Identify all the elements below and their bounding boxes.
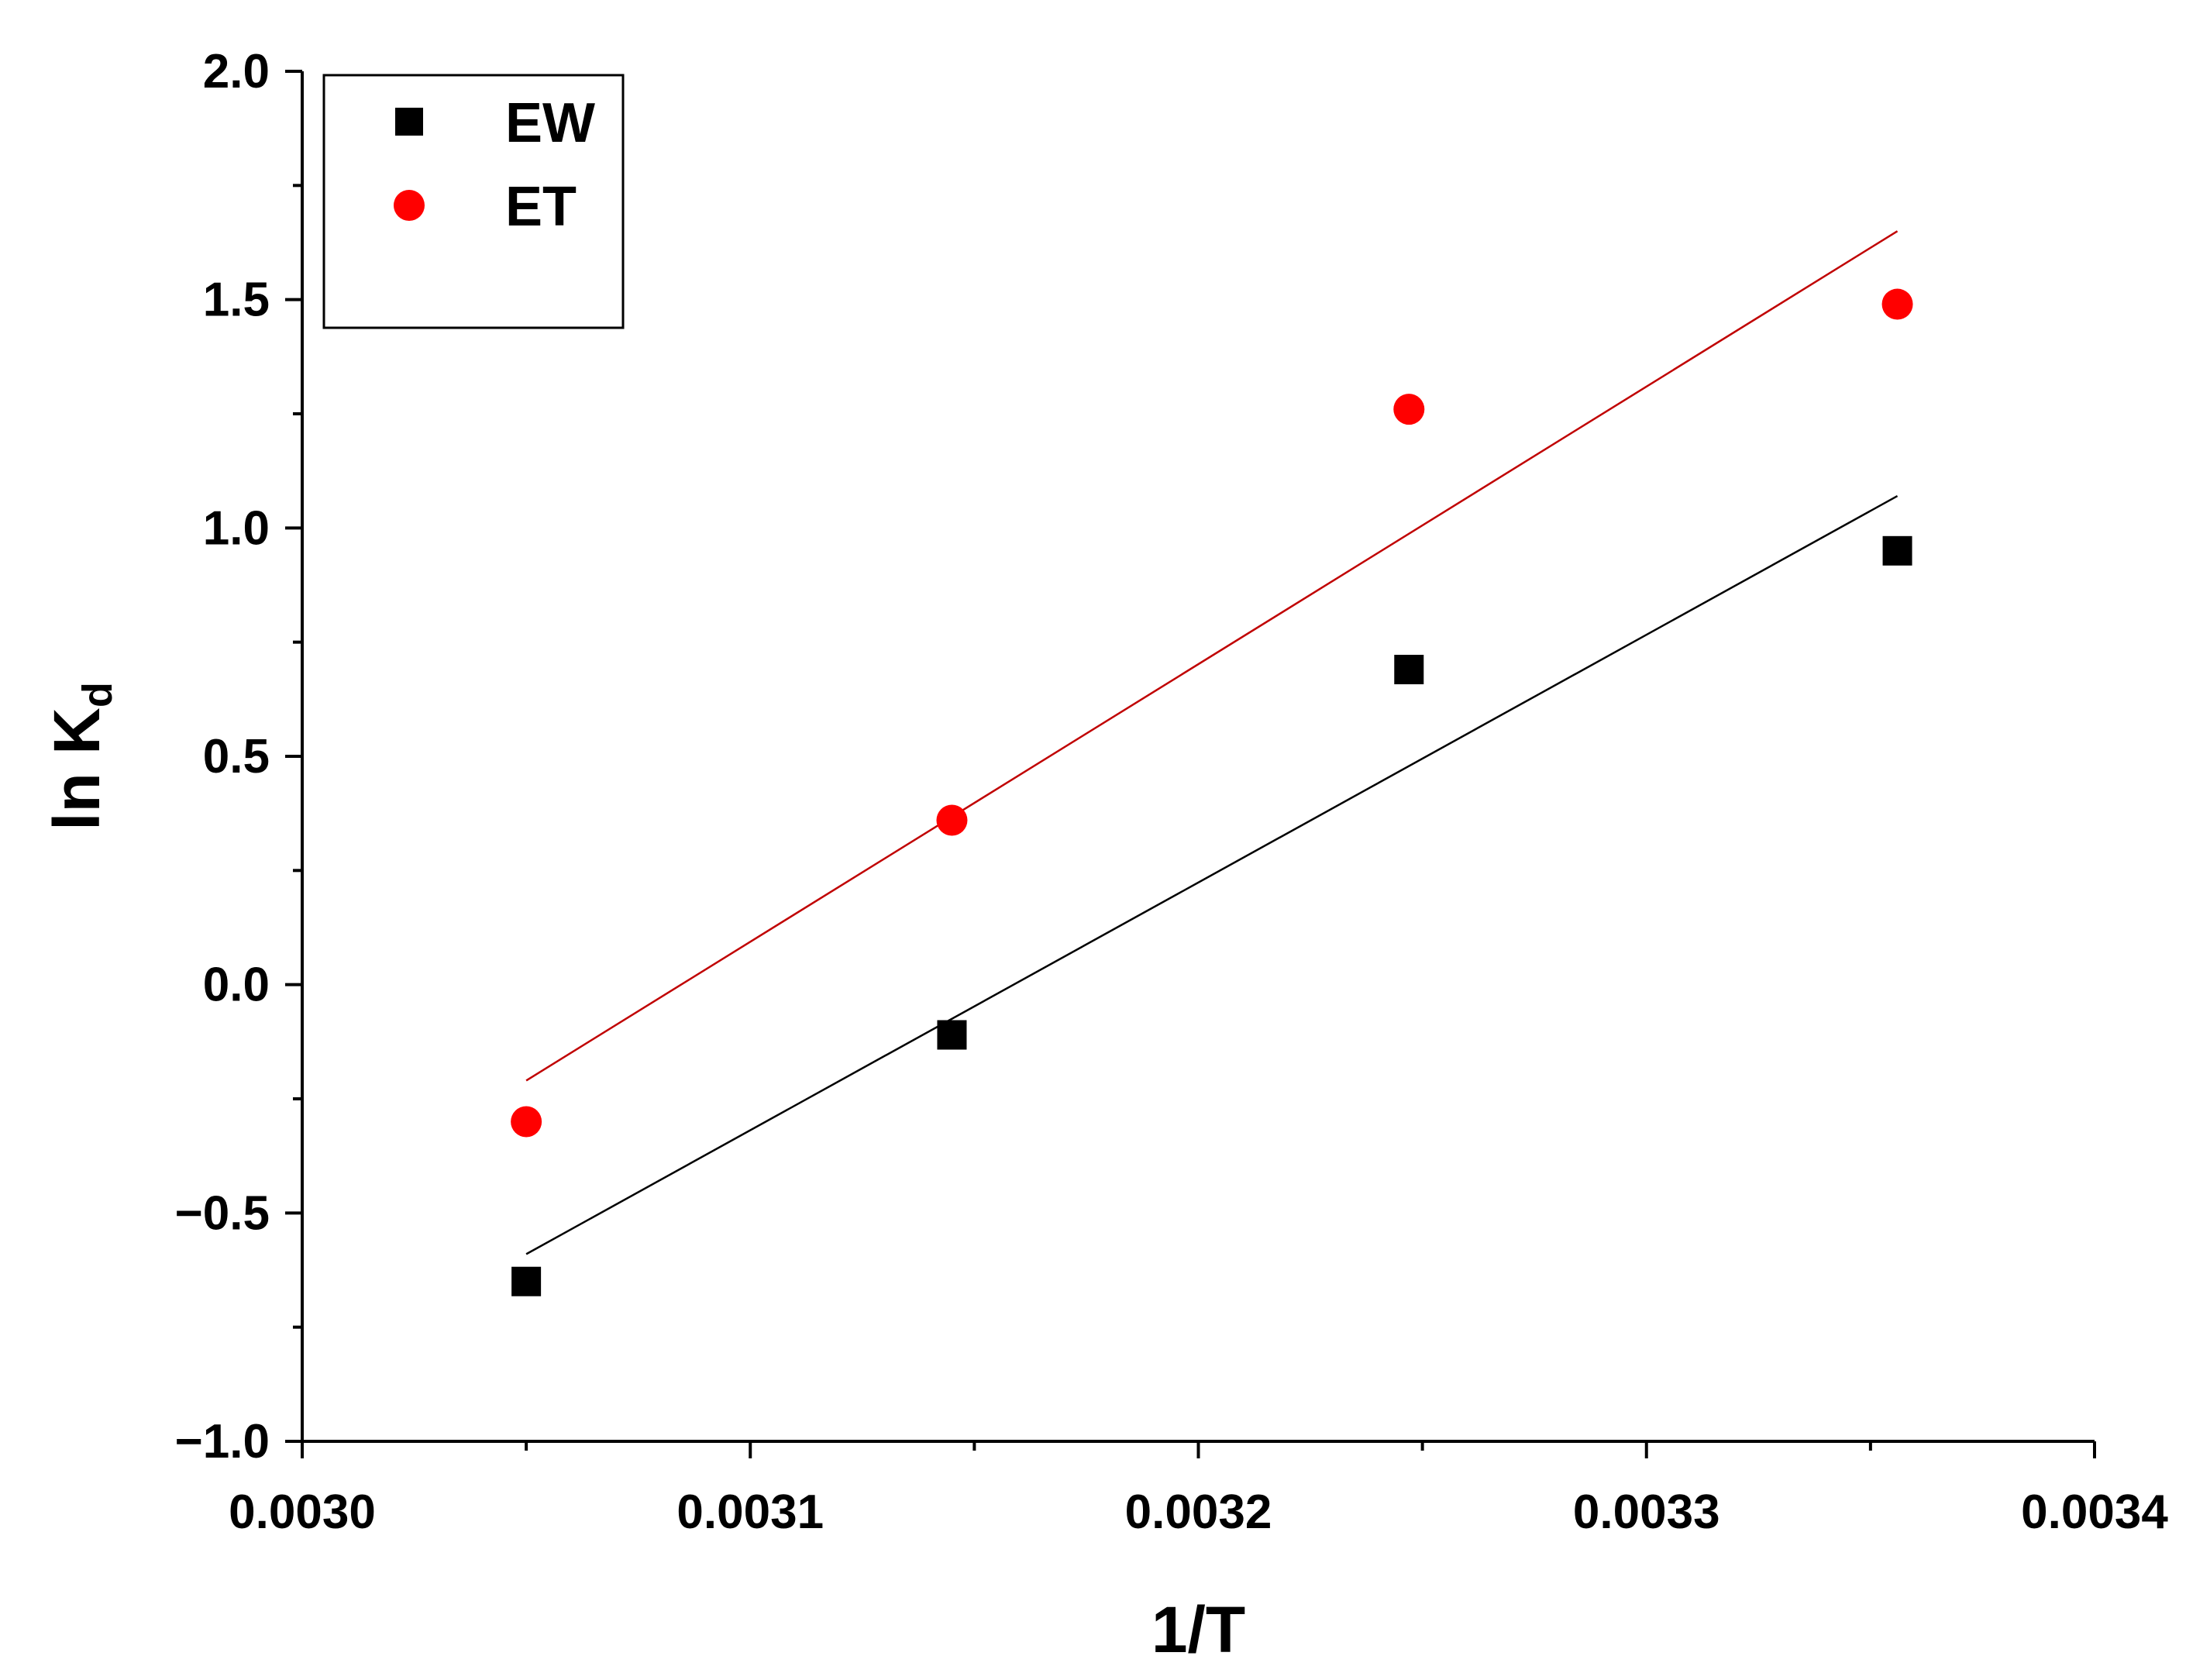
y-tick-label: 2.0 (203, 45, 270, 98)
legend-box (322, 74, 625, 329)
x-tick-label: 0.0032 (1125, 1485, 1272, 1539)
x-tick-label: 0.0034 (2021, 1485, 2168, 1539)
y-axis-title-subscript: d (74, 682, 121, 707)
x-tick-label: 0.0031 (676, 1485, 824, 1539)
data-point-ew (511, 1266, 542, 1296)
y-tick-label: −0.5 (175, 1186, 270, 1240)
data-point-ew (937, 1020, 967, 1050)
legend-label-ew: EW (505, 92, 595, 154)
legend-marker-et (394, 190, 425, 221)
x-tick-label: 0.0033 (1573, 1485, 1720, 1539)
data-point-et (1393, 394, 1425, 425)
data-points (511, 288, 1913, 1296)
data-point-ew (1882, 535, 1912, 566)
fit-line-et (525, 230, 1898, 1082)
y-axis-title: ln Kd (40, 682, 121, 831)
axes (301, 71, 2095, 1443)
x-tick-label: 0.0030 (229, 1485, 376, 1539)
fit-lines (525, 230, 1898, 1255)
y-tick-label: 0.5 (203, 730, 270, 783)
axis-titles: 1/T ln Kd (40, 682, 1245, 1666)
legend-label-et: ET (505, 176, 577, 238)
data-point-et (936, 804, 968, 836)
data-point-ew (1394, 655, 1424, 685)
data-point-et (511, 1106, 542, 1138)
legend-marker-ew (395, 108, 423, 136)
y-tick-label: 1.5 (203, 274, 270, 327)
y-tick-label: −1.0 (175, 1415, 270, 1468)
fit-line-ew (525, 494, 1898, 1255)
y-tick-label: 0.0 (203, 959, 270, 1012)
x-axis-title: 1/T (1151, 1593, 1245, 1666)
ticks: 0.0030 0.0031 0.0032 0.0033 0.0034 −1.0 −0.5 0.… (175, 45, 2169, 1539)
legend: EW ET (322, 74, 625, 329)
y-axis-title-main: ln K (40, 707, 113, 831)
data-point-et (1881, 288, 1913, 320)
y-tick-label: 1.0 (203, 501, 270, 555)
